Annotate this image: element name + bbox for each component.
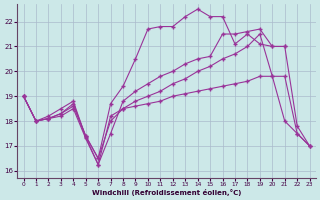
X-axis label: Windchill (Refroidissement éolien,°C): Windchill (Refroidissement éolien,°C)	[92, 189, 241, 196]
